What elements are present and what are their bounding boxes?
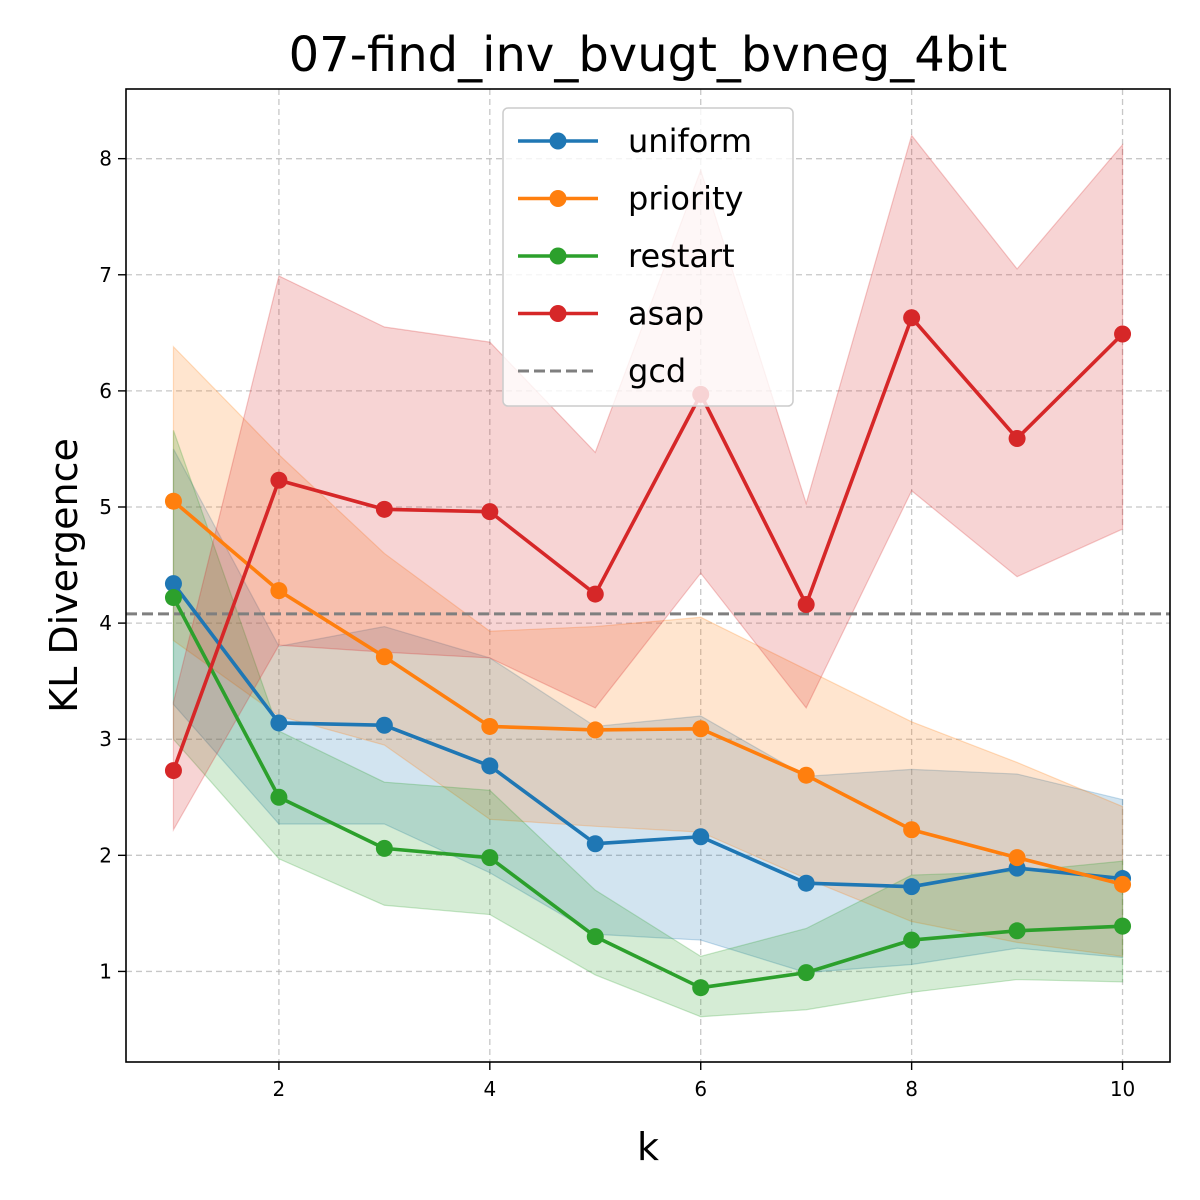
data-point-priority: [1114, 875, 1132, 893]
y-tick-label: 8: [99, 147, 112, 171]
x-tick-label: 8: [905, 1077, 918, 1101]
data-point-priority: [1008, 849, 1026, 867]
legend-label-uniform: uniform: [628, 122, 752, 160]
data-point-uniform: [270, 714, 288, 732]
x-tick-label: 10: [1110, 1077, 1135, 1101]
data-point-asap: [903, 309, 921, 327]
data-point-restart: [375, 839, 393, 857]
data-point-priority: [164, 492, 182, 510]
legend-marker-restart: [549, 247, 567, 265]
data-point-priority: [903, 821, 921, 839]
x-tick-label: 4: [483, 1077, 496, 1101]
data-point-restart: [164, 589, 182, 607]
data-point-restart: [903, 931, 921, 949]
y-tick-label: 7: [99, 263, 112, 287]
y-tick-label: 2: [99, 843, 112, 867]
plot-frame: [125, 88, 1171, 1063]
data-point-restart: [1114, 917, 1132, 935]
data-point-restart: [1008, 922, 1026, 940]
data-point-priority: [375, 648, 393, 666]
data-point-uniform: [586, 835, 604, 853]
data-point-uniform: [164, 575, 182, 593]
legend-item-gcd: gcd: [518, 352, 686, 390]
legend-label-gcd: gcd: [628, 352, 686, 390]
legend-box: [502, 107, 794, 407]
data-point-priority: [797, 766, 815, 784]
legend-label-asap: asap: [628, 295, 704, 333]
x-axis-label: k: [637, 1125, 659, 1169]
data-point-asap: [586, 585, 604, 603]
series-line-priority: [172, 499, 1123, 887]
data-point-uniform: [375, 716, 393, 734]
legend-marker-priority: [549, 190, 567, 207]
chart-title: 07-find_inv_bvugt_bvneg_4bit: [289, 27, 1008, 83]
legend-label-restart: restart: [628, 237, 735, 275]
band-priority: [172, 345, 1124, 958]
band-restart: [172, 430, 1124, 1018]
x-tick-label: 2: [273, 1077, 286, 1101]
legend-item-asap: asap: [518, 295, 704, 333]
legend-marker-uniform: [549, 132, 567, 150]
series-line-restart: [171, 596, 1123, 990]
data-point-asap: [375, 500, 393, 518]
y-tick-label: 5: [99, 495, 112, 519]
legend-item-uniform: uniform: [518, 122, 752, 160]
legend-item-restart: restart: [518, 237, 735, 275]
data-point-restart: [797, 964, 815, 982]
data-point-asap: [164, 762, 182, 780]
data-point-priority: [586, 721, 604, 739]
y-tick-label: 1: [99, 959, 112, 983]
data-point-restart: [270, 788, 288, 806]
data-point-restart: [692, 979, 710, 997]
series-line-uniform: [172, 582, 1123, 889]
y-tick-label: 6: [99, 379, 112, 403]
data-point-asap: [1114, 325, 1132, 343]
legend-marker-asap: [549, 305, 567, 322]
data-point-asap: [481, 503, 499, 521]
y-tick-label: 4: [99, 611, 112, 635]
y-tick-label: 3: [99, 727, 112, 751]
series-line-asap: [171, 315, 1124, 772]
y-axis-label: KL Divergence: [42, 438, 86, 713]
data-point-uniform: [903, 878, 921, 896]
confidence-bands: [172, 134, 1124, 1018]
x-tick-label: 6: [694, 1077, 707, 1101]
data-point-uniform: [481, 757, 499, 775]
legend-item-priority: priority: [518, 180, 743, 218]
band-uniform: [172, 448, 1124, 974]
legend-label-priority: priority: [628, 180, 743, 218]
data-point-priority: [481, 717, 499, 735]
data-point-restart: [586, 928, 604, 946]
data-point-asap: [1008, 429, 1026, 447]
data-point-priority: [270, 582, 288, 600]
data-point-asap: [270, 471, 288, 489]
data-point-uniform: [797, 874, 815, 892]
legend: uniform priority restart asap gcd: [502, 107, 794, 407]
data-point-uniform: [692, 828, 710, 846]
data-point-asap: [797, 596, 815, 614]
data-point-priority: [692, 720, 710, 738]
data-point-restart: [481, 849, 499, 867]
